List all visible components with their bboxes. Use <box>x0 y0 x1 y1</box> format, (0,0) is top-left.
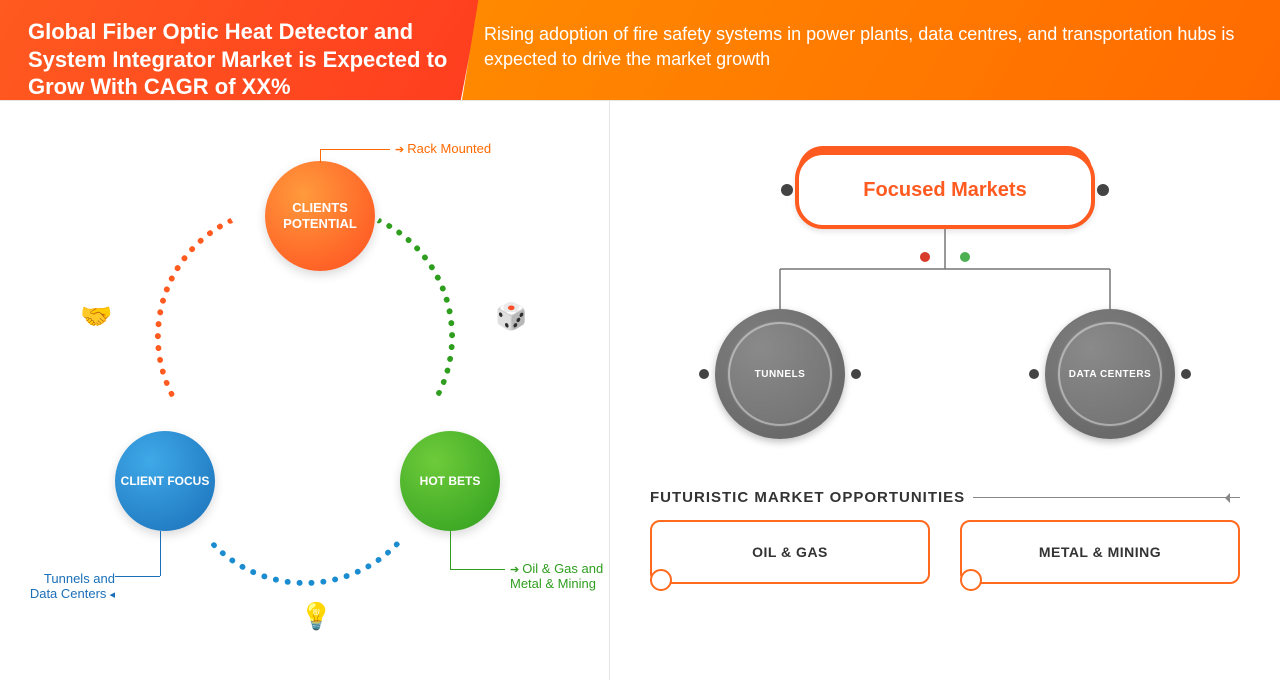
focused-tree: TUNNELS DATA CENTERS <box>650 229 1240 459</box>
node-label: CLIENT FOCUS <box>121 474 210 488</box>
bulb-icon: 💡 <box>300 601 332 632</box>
heading-arrow-line <box>973 497 1240 498</box>
node-label: CLIENTS POTENTIAL <box>265 200 375 231</box>
cycle-diagram: CLIENTS POTENTIAL CLIENT FOCUS HOT BETS … <box>0 101 610 680</box>
node-client-focus: CLIENT FOCUS <box>115 431 215 531</box>
dice-icon: 🎲 <box>495 301 527 332</box>
focused-markets-pill: Focused Markets <box>795 151 1095 229</box>
header-title: Global Fiber Optic Heat Detector and Sys… <box>28 19 447 99</box>
focused-node-datacenters: DATA CENTERS <box>1045 309 1175 439</box>
header-title-block: Global Fiber Optic Heat Detector and Sys… <box>0 0 480 100</box>
node-label: HOT BETS <box>420 474 481 488</box>
callout-rack-mounted: ➔ Rack Mounted <box>395 141 491 156</box>
tree-dot-red <box>920 252 930 262</box>
callout-tunnels-dc: Tunnels and Data Centers ◂ <box>15 571 115 601</box>
callout-text: Rack Mounted <box>407 141 491 156</box>
futuristic-box-oilgas: OIL & GAS <box>650 520 930 584</box>
focused-title: Focused Markets <box>863 179 1026 202</box>
right-panel: Focused Markets TUNNELS <box>610 101 1280 680</box>
futuristic-box-metalmining: METAL & MINING <box>960 520 1240 584</box>
handshake-icon: 🤝 <box>80 301 112 332</box>
node-clients-potential: CLIENTS POTENTIAL <box>265 161 375 271</box>
header-bar: Global Fiber Optic Heat Detector and Sys… <box>0 0 1280 100</box>
header-subtitle-block: Rising adoption of fire safety systems i… <box>462 0 1280 100</box>
pill-dot-right <box>1097 184 1109 196</box>
header-subtitle: Rising adoption of fire safety systems i… <box>484 24 1234 69</box>
tree-dot-green <box>960 252 970 262</box>
node-hot-bets: HOT BETS <box>400 431 500 531</box>
pill-dot-left <box>781 184 793 196</box>
futuristic-row: OIL & GAS METAL & MINING <box>650 520 1240 584</box>
fut-label: OIL & GAS <box>752 544 828 560</box>
content-area: CLIENTS POTENTIAL CLIENT FOCUS HOT BETS … <box>0 100 1280 680</box>
callout-text: Tunnels and Data Centers <box>30 571 115 601</box>
arc-bottom <box>175 326 435 586</box>
futuristic-heading: FUTURISTIC MARKET OPPORTUNITIES <box>650 489 1240 506</box>
callout-text: Oil & Gas and Metal & Mining <box>510 561 603 591</box>
focused-node-tunnels: TUNNELS <box>715 309 845 439</box>
fut-label: METAL & MINING <box>1039 544 1161 560</box>
futuristic-heading-text: FUTURISTIC MARKET OPPORTUNITIES <box>650 489 965 506</box>
